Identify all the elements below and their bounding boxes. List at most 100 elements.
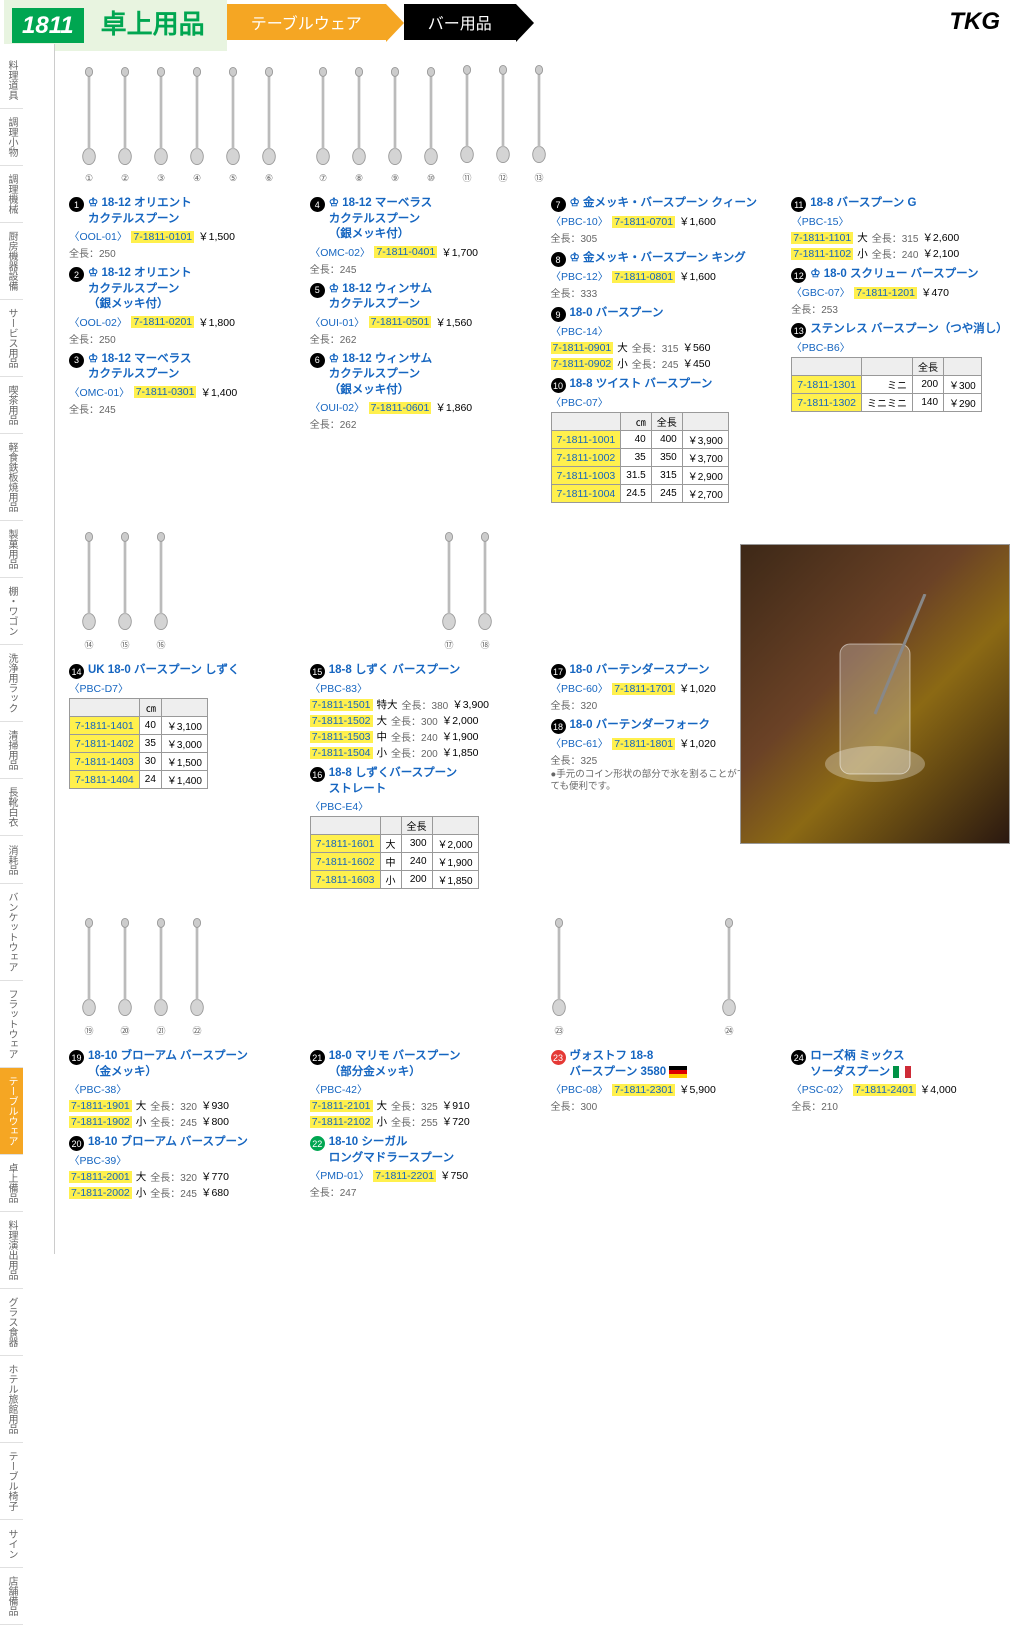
variant-price: ￥3,700	[682, 449, 728, 467]
sidebar-item[interactable]: グラス食器	[0, 1289, 23, 1356]
variant-size: 小	[377, 1114, 388, 1129]
sidebar-item[interactable]: 消耗品	[0, 836, 23, 884]
sidebar-item[interactable]: サービス用品	[0, 300, 23, 377]
product-title: 18-0 バーテンダースプーン	[570, 663, 710, 679]
sidebar-item[interactable]: 清掃用品	[0, 722, 23, 779]
sidebar-item[interactable]: フラットウェア	[0, 981, 23, 1068]
sidebar-item[interactable]: 調理機械	[0, 166, 23, 223]
variant-sku: 7-1811-2101	[310, 1100, 373, 1112]
variant-size: 小	[136, 1185, 147, 1200]
variant-sku: 7-1811-1403	[70, 753, 140, 771]
product-thumbnail: ㉒	[183, 912, 211, 1037]
sidebar-item[interactable]: 洗浄用ラック	[0, 645, 23, 722]
product-thumbnail: ⑱	[471, 526, 499, 651]
section-number-icon: 18	[551, 719, 566, 734]
product-thumbnail: ⑪	[453, 59, 481, 184]
variant-size: 小	[617, 356, 628, 371]
product-sku: 7-1811-2301	[612, 1084, 675, 1096]
sidebar-item[interactable]: 喫茶用品	[0, 377, 23, 434]
variant-price: ￥910	[442, 1098, 470, 1113]
variant-sku: 7-1811-1101	[791, 232, 853, 244]
product-sku: 7-1811-1801	[612, 738, 675, 750]
product-sku: 7-1811-1201	[854, 287, 917, 299]
sidebar-item[interactable]: 棚・ワゴン	[0, 578, 23, 645]
page-header: 1811 卓上用品 テーブルウェア バー用品 TKG	[0, 0, 1030, 44]
sidebar-item[interactable]: 卓上備品	[0, 1155, 23, 1212]
product-meta: 全長：262	[310, 331, 535, 346]
thumb-number: ⑩	[427, 173, 435, 184]
sidebar-item[interactable]: 店舗備品	[0, 1568, 23, 1625]
variant-length: 全長：245	[632, 356, 679, 371]
product-title: ヴォストフ 18-8バースプーン 3580	[570, 1049, 688, 1080]
header-green-bg: 1811 卓上用品	[4, 0, 227, 51]
product-meta: 全長：305	[551, 230, 776, 245]
variant-price: ￥1,500	[161, 753, 207, 771]
catalog-page: 1811 卓上用品 テーブルウェア バー用品 TKG 料理道具調理小物調理機械厨…	[0, 0, 1030, 1261]
product-section: 1118-8 バースプーン G〈PBC-15〉7-1811-1101 大 全長：…	[791, 196, 1016, 261]
variant-size: ミニ	[862, 376, 913, 394]
product-price: ￥1,020	[679, 736, 716, 751]
sidebar-item[interactable]: ホテル旅館用品	[0, 1356, 23, 1443]
product-sku: 7-1811-0101	[131, 231, 194, 243]
product-section: 1518-8 しずく バースプーン〈PBC-83〉7-1811-1501 特大 …	[310, 663, 535, 760]
variant-price: ￥3,900	[682, 431, 728, 449]
product-title: 18-8 しずく バースプーン	[329, 663, 461, 679]
product-meta: 全長：262	[310, 416, 535, 431]
product-sku: 7-1811-0301	[134, 386, 197, 398]
variant-sku: 7-1811-1603	[310, 871, 380, 889]
sidebar-item[interactable]: 製菓用品	[0, 521, 23, 578]
product-thumbnail: ㉔	[715, 912, 743, 1037]
product-meta: 全長：300	[551, 1098, 776, 1113]
product-price: ￥1,860	[435, 400, 472, 415]
product-images-row-1b: ⑦⑧⑨⑩⑪⑫⑬	[303, 54, 553, 184]
variant-length: 全長：315	[872, 230, 919, 245]
sidebar-item[interactable]: 軽食鉄板焼用品	[0, 434, 23, 521]
sidebar-item[interactable]: サイン	[0, 1520, 23, 1568]
variant-sku: 7-1811-1401	[70, 717, 140, 735]
product-thumbnail: ⑩	[417, 61, 445, 184]
variant-size: 大	[380, 835, 401, 853]
product-code: 〈PBC-15〉	[791, 214, 849, 229]
flag-icon	[669, 1066, 687, 1078]
product-price: ￥1,400	[200, 385, 237, 400]
product-code: 〈PBC-07〉	[551, 395, 609, 410]
sidebar-item[interactable]: バンケットウェア	[0, 884, 23, 981]
sidebar-item[interactable]: テーブル椅子	[0, 1443, 23, 1520]
thumb-number: ⑫	[498, 171, 507, 184]
variant-price: ￥450	[682, 356, 710, 371]
thumb-number: ⑮	[120, 638, 129, 651]
sidebar-item[interactable]: 厨房機器設備	[0, 223, 23, 300]
product-code: 〈OOL-02〉	[69, 315, 127, 330]
variant-length: 全長：245	[150, 1114, 197, 1129]
product-meta: 全長：245	[310, 261, 535, 276]
product-price: ￥1,800	[198, 315, 235, 330]
brand-logo: TKG	[949, 8, 1000, 36]
thumb-number: ㉓	[554, 1024, 563, 1037]
sidebar-item[interactable]: 調理小物	[0, 109, 23, 166]
variant-size: 特大	[377, 697, 398, 712]
thumb-number: ③	[157, 173, 165, 184]
product-thumbnail: ⑰	[435, 526, 463, 651]
thumb-number: ④	[193, 173, 201, 184]
sidebar-item[interactable]: テーブルウェア	[0, 1068, 23, 1155]
product-price: ￥1,560	[435, 315, 472, 330]
product-sku: 7-1811-0201	[131, 316, 194, 328]
variant-sku: 7-1811-1402	[70, 735, 140, 753]
sidebar-item[interactable]: 料理演出用品	[0, 1212, 23, 1289]
section-number-icon: 8	[551, 252, 566, 267]
product-price: ￥1,500	[198, 229, 235, 244]
product-section: 3♔ 18-12 マーベラスカクテルスプーン〈OMC-01〉 7-1811-03…	[69, 352, 294, 416]
variant-sku: 7-1811-1001	[551, 431, 621, 449]
variant-size: ミニミニ	[862, 394, 913, 412]
product-title: UK 18-0 バースプーン しずく	[88, 663, 239, 679]
product-sku: 7-1811-0801	[612, 271, 675, 283]
product-code: 〈PBC-83〉	[310, 681, 368, 696]
thumb-number: ②	[121, 173, 129, 184]
section-number-icon: 19	[69, 1050, 84, 1065]
variant-sku: 7-1811-0902	[551, 358, 614, 370]
variant-cm: 24.5	[621, 485, 651, 503]
variant-price: ￥2,700	[682, 485, 728, 503]
sidebar-item[interactable]: 料理道具	[0, 52, 23, 109]
sidebar-item[interactable]: 長靴白衣	[0, 779, 23, 836]
product-images-row-2a: ⑭⑮⑯	[69, 521, 409, 651]
